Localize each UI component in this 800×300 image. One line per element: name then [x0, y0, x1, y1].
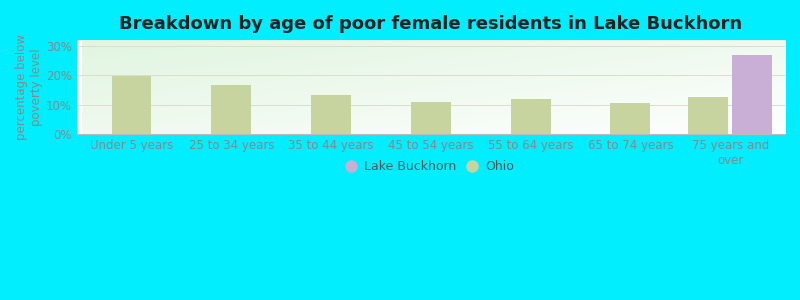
Bar [311, 94, 351, 134]
Bar [732, 55, 772, 134]
Legend: Lake Buckhorn, Ohio: Lake Buckhorn, Ohio [342, 154, 520, 180]
Bar [688, 97, 728, 134]
Bar [211, 85, 251, 134]
Title: Breakdown by age of poor female residents in Lake Buckhorn: Breakdown by age of poor female resident… [119, 15, 742, 33]
Bar [411, 102, 450, 134]
Bar [510, 99, 550, 134]
Bar [111, 76, 151, 134]
Bar [610, 103, 650, 134]
Y-axis label: percentage below
poverty level: percentage below poverty level [15, 34, 43, 140]
